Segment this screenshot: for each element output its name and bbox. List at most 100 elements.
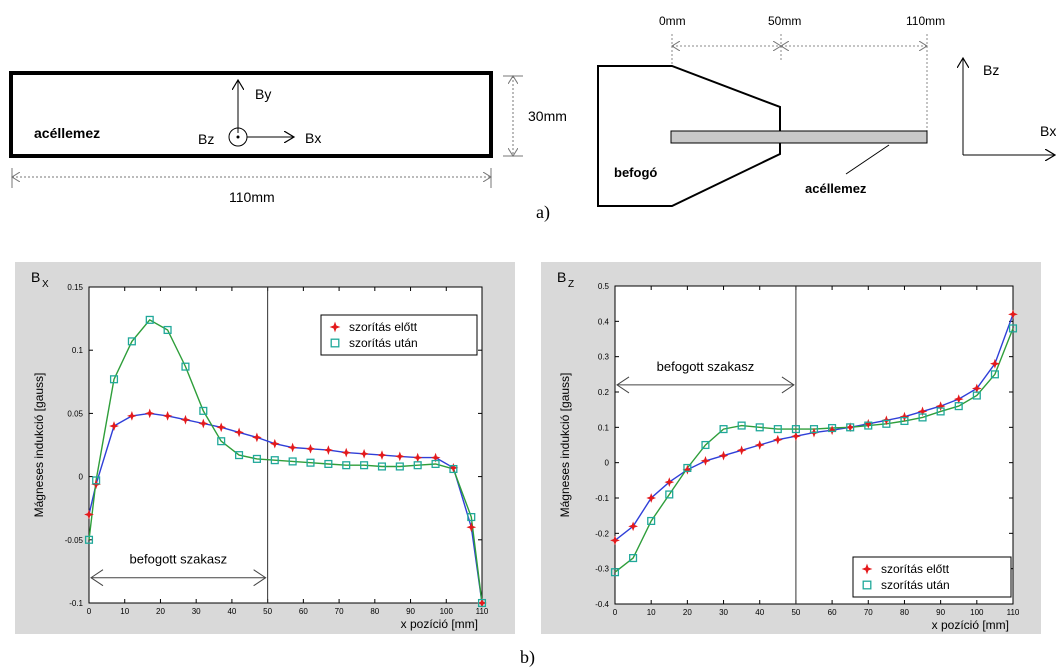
data-point-before <box>84 509 94 520</box>
data-point-before <box>394 451 405 462</box>
y-tick-label: 0.15 <box>67 283 83 292</box>
data-point-after <box>882 419 891 428</box>
x-tick-label: 20 <box>683 608 692 617</box>
data-point-after <box>92 476 101 485</box>
steel-plate-outline <box>9 71 493 158</box>
y-axis-label: Mágneses indukció [gauss] <box>558 373 572 518</box>
data-point-before <box>127 410 137 421</box>
data-point-after <box>900 416 909 426</box>
data-point-before <box>700 456 711 466</box>
annotation-arrowhead-right <box>253 569 267 587</box>
width-dimension-label: 110mm <box>229 189 275 205</box>
data-point-before <box>736 445 747 456</box>
plate-label: acéllemez <box>34 125 100 141</box>
annotation-arrowhead-right <box>781 376 795 394</box>
data-point-before <box>772 434 783 445</box>
legend-label: szorítás előtt <box>881 562 950 576</box>
data-point-before <box>917 406 928 417</box>
x-tick-label: 100 <box>440 607 454 616</box>
y-tick-label: -0.2 <box>595 529 609 538</box>
data-point-after <box>683 463 692 473</box>
legend-box <box>320 314 478 356</box>
legend-label: szorítás után <box>349 336 418 350</box>
data-point-after <box>449 464 458 474</box>
bz-axis-dot <box>236 135 240 139</box>
data-point-before <box>718 450 729 461</box>
x-tick-label: 70 <box>864 608 873 617</box>
annotation-arrowhead-left <box>616 376 630 394</box>
chart-title: B <box>557 269 566 285</box>
x-tick-label: 60 <box>299 607 308 616</box>
x-axis-label: x pozíció [mm] <box>401 617 478 631</box>
data-point-before <box>305 443 316 454</box>
x-tick-label: 60 <box>828 608 837 617</box>
data-point-before <box>252 432 262 443</box>
data-point-after <box>737 421 746 430</box>
x-tick-label: 100 <box>970 608 984 617</box>
data-point-before <box>754 440 765 450</box>
data-point-after <box>755 423 764 432</box>
x-tick-label: 80 <box>900 608 909 617</box>
data-point-after <box>773 425 782 434</box>
data-point-before <box>610 535 620 546</box>
y-tick-label: -0.1 <box>69 599 83 608</box>
x-tick-label: 30 <box>719 608 728 617</box>
pos-0-label: 0mm <box>659 14 686 28</box>
data-point-after <box>199 406 208 415</box>
bx-axis-label: Bx <box>305 130 321 146</box>
x-tick-label: 10 <box>647 608 656 617</box>
data-point-before <box>430 452 441 463</box>
data-point-after <box>288 457 297 466</box>
x-tick-label: 70 <box>335 607 344 616</box>
annotation-arrowhead-left <box>90 569 104 587</box>
legend-marker-after <box>330 338 340 348</box>
data-point-after <box>809 425 819 434</box>
data-point-before <box>109 421 119 431</box>
data-point-after <box>936 407 945 416</box>
steel-plate-side <box>670 130 928 144</box>
x-tick-label: 0 <box>87 607 92 616</box>
data-point-before <box>899 411 910 422</box>
data-point-after <box>1008 324 1018 333</box>
bx-chart: 0 10 20 30 40 50 60 70 80 90 100 110 -0.1 -0.05 0 0.05 0… <box>15 262 515 634</box>
data-point-before <box>990 358 1000 369</box>
chart-title: B <box>31 269 40 285</box>
data-point-after <box>477 598 487 608</box>
data-point-after <box>972 391 981 400</box>
clamp-label: befogó <box>614 165 657 180</box>
data-point-after <box>413 461 422 470</box>
data-point-after <box>629 554 638 563</box>
data-point-before <box>628 521 638 532</box>
data-point-after <box>431 459 440 469</box>
data-point-after <box>163 325 172 335</box>
x-axis-label: x pozíció [mm] <box>932 618 1009 632</box>
data-point-after <box>217 437 226 446</box>
plate-leader-line <box>845 144 890 175</box>
legend-marker-after <box>862 580 872 590</box>
data-point-before <box>198 418 209 429</box>
plate-side-label: acéllemez <box>805 181 867 196</box>
data-point-before <box>377 450 387 460</box>
y-tick-label: 0.1 <box>598 423 610 432</box>
data-point-after <box>846 423 855 432</box>
legend-marker-before <box>329 321 341 333</box>
legend-marker-before <box>861 563 873 575</box>
x-tick-label: 0 <box>613 608 618 617</box>
y-tick-label: 0.5 <box>598 282 610 291</box>
x-tick-label: 50 <box>263 607 272 616</box>
plate-side-view: 0mm 50mm 110mm befogó acéllemez Bz Bx <box>597 14 1056 207</box>
data-point-after <box>252 454 261 463</box>
side-bx-label: Bx <box>1040 123 1056 139</box>
x-tick-label: 40 <box>755 608 764 617</box>
data-point-after <box>647 516 656 526</box>
annotation-label: befogott szakasz <box>657 359 755 374</box>
y-tick-label: 0 <box>79 473 84 482</box>
data-point-after <box>395 462 404 471</box>
data-point-before <box>359 448 369 459</box>
data-point-after <box>181 362 190 371</box>
y-tick-label: 0.4 <box>598 317 610 326</box>
panel-a-label: a) <box>536 202 550 223</box>
y-tick-label: 0 <box>605 459 610 468</box>
plot-area <box>614 285 1014 605</box>
